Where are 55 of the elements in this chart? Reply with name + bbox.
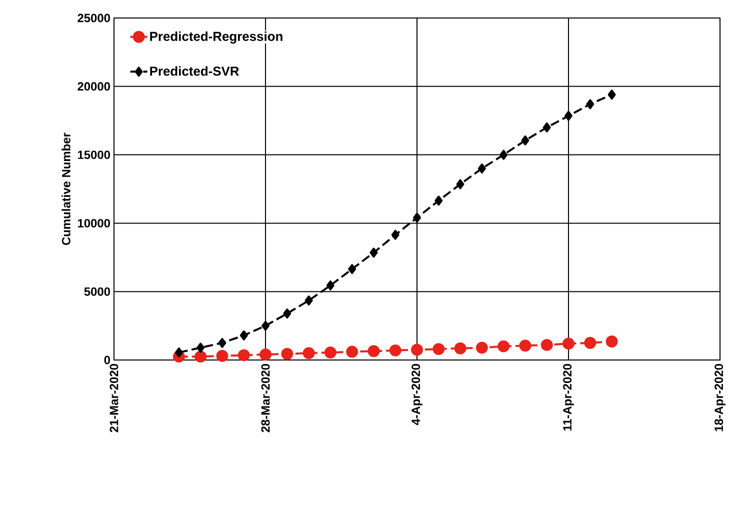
point	[238, 349, 250, 362]
point	[174, 347, 183, 358]
point	[196, 342, 205, 353]
point	[368, 345, 380, 358]
point	[262, 320, 270, 331]
point	[304, 296, 313, 306]
point	[519, 340, 532, 352]
point	[564, 110, 572, 121]
y-tick-label: 5000	[84, 287, 110, 296]
point	[586, 99, 594, 110]
point	[281, 348, 294, 360]
point	[476, 342, 488, 354]
legend-label: Predicted-SVR	[150, 66, 240, 76]
point	[521, 135, 530, 146]
point	[348, 264, 356, 274]
y-tick-label: 20000	[78, 82, 110, 91]
point	[542, 122, 551, 132]
point	[391, 230, 400, 240]
y-tick-label: 10000	[78, 218, 110, 228]
y-tick-label: 25000	[78, 14, 110, 22]
x-tick-label: 4-Apr-2020	[412, 364, 422, 426]
point	[584, 336, 596, 349]
point	[411, 344, 423, 356]
y-tick-label: 15000	[78, 150, 110, 160]
x-tick-label: 21-Mar-2020	[110, 364, 118, 432]
point	[240, 330, 248, 340]
point	[194, 350, 207, 363]
point	[478, 163, 486, 174]
point	[413, 212, 421, 223]
point	[432, 343, 445, 356]
point	[456, 179, 464, 190]
point	[216, 350, 228, 362]
x-tick-label: 28-Mar-2020	[261, 364, 270, 432]
point	[326, 280, 334, 290]
point	[346, 346, 358, 358]
point	[500, 150, 508, 160]
point	[260, 348, 272, 361]
point	[218, 338, 226, 348]
point	[454, 342, 466, 354]
point	[434, 196, 443, 206]
point	[302, 347, 315, 360]
point	[324, 346, 336, 358]
legend-label: Predicted-Regression	[150, 31, 282, 44]
y-axis-title: Cumulative Number	[62, 132, 70, 245]
x-tick-label: 11-Apr-2020	[563, 364, 574, 431]
point	[540, 338, 553, 351]
point	[562, 338, 574, 350]
point	[606, 336, 618, 348]
point	[498, 340, 510, 352]
point	[608, 90, 616, 100]
point	[283, 308, 292, 318]
point	[389, 344, 402, 356]
x-tick-label: 18-Apr-2020	[714, 364, 726, 432]
y-tick-label: 0	[104, 356, 110, 364]
point	[370, 248, 378, 258]
